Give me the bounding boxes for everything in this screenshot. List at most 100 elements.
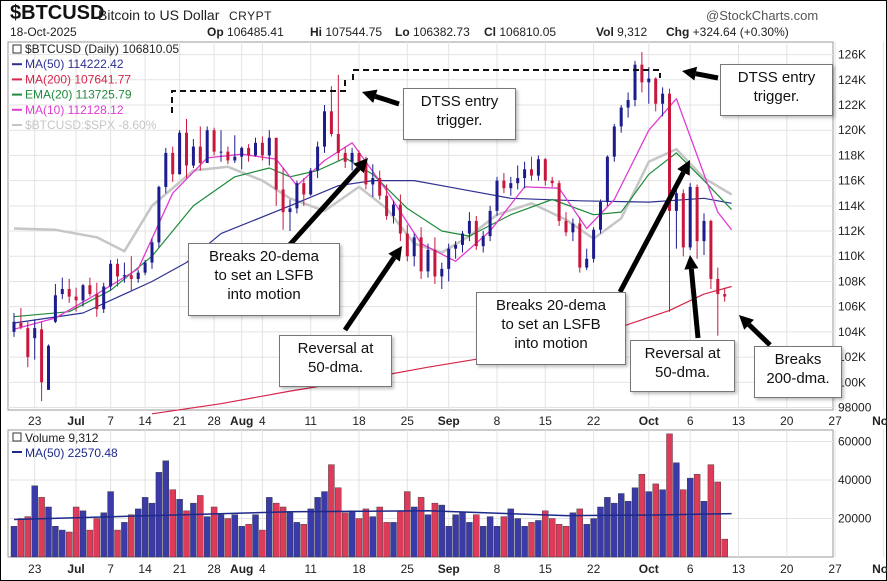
- volume-bar: [65, 531, 73, 558]
- price-candle: [488, 205, 492, 242]
- arrow-head: [353, 158, 368, 174]
- candle-body: [681, 193, 685, 248]
- date-tick-label: 14: [138, 414, 152, 428]
- volume-bar: [231, 514, 239, 558]
- volume-bar: [203, 516, 211, 558]
- price-candle: [447, 243, 451, 282]
- volume-bar: [38, 497, 45, 558]
- date-tick-label: 25: [401, 414, 415, 428]
- price-candle: [378, 170, 382, 200]
- candle-body: [523, 169, 527, 179]
- date-tick-label: 11: [304, 414, 317, 428]
- arrow-shaft: [617, 171, 686, 294]
- volume-bar: [452, 514, 459, 558]
- annotation-breaks-200dma: Breaks 200-dma.: [754, 346, 842, 398]
- price-candle: [316, 141, 320, 179]
- volume-bar: [583, 524, 590, 558]
- candle-body: [461, 233, 464, 245]
- price-candle: [426, 243, 430, 278]
- candle-body: [633, 64, 637, 100]
- volume-bar: [134, 508, 142, 558]
- candle-body: [433, 249, 437, 277]
- price-candle: [260, 136, 264, 161]
- price-candle: [585, 248, 589, 271]
- price-tick-label: 114K: [838, 199, 865, 213]
- volume-bar: [24, 516, 31, 558]
- volume-bar: [252, 514, 259, 558]
- volume-bar: [493, 526, 501, 558]
- stat-change: Chg +324.64 (+0.30%): [666, 25, 789, 39]
- candle-body: [543, 159, 547, 181]
- price-candle: [226, 146, 230, 165]
- candle-body: [102, 286, 106, 310]
- volume-bar: [59, 529, 66, 558]
- price-candle: [536, 155, 540, 181]
- date-tick-label: 21: [173, 414, 187, 428]
- volume-bar: [714, 481, 721, 558]
- volume-bar: [314, 497, 321, 558]
- price-candle: [116, 258, 119, 287]
- arrow-breaks-20dema-2: [617, 160, 690, 294]
- price-candle: [592, 227, 596, 263]
- volume-bar: [348, 510, 356, 558]
- date-tick-label: 25: [401, 562, 415, 576]
- stat-high: Hi 107544.75: [310, 25, 383, 39]
- volume-bar: [535, 520, 542, 558]
- volume-bar: [480, 526, 487, 558]
- price-candle: [578, 217, 582, 273]
- price-candle: [605, 155, 609, 206]
- annotation-breaks-20dema-1: Breaks 20-dema to set an LSFB into motio…: [188, 243, 340, 316]
- candle-body: [316, 146, 320, 171]
- brand-watermark[interactable]: @StockCharts.com: [706, 8, 819, 23]
- date-tick-label: Nov: [872, 562, 887, 576]
- price-candle: [495, 176, 499, 216]
- date-tick-label: 4: [259, 562, 266, 576]
- volume-bar: [597, 506, 604, 558]
- date-tick-label: 23: [28, 562, 42, 576]
- price-tick-label: 122K: [838, 98, 866, 112]
- price-candle: [516, 165, 520, 190]
- candle-body: [288, 208, 292, 213]
- price-candle: [219, 130, 223, 162]
- candle-body: [661, 93, 665, 104]
- arrow-shaft: [374, 93, 400, 107]
- price-candle: [702, 213, 706, 255]
- candle-body: [516, 178, 520, 184]
- candle-body: [116, 263, 119, 277]
- date-tick-label: 18: [352, 414, 366, 428]
- candle-body: [191, 146, 195, 166]
- volume-bar: [300, 524, 307, 558]
- date-tick-label: 4: [259, 414, 266, 428]
- volume-bar: [562, 526, 570, 558]
- volume-bar: [72, 506, 80, 558]
- price-tick-label: 126K: [838, 48, 866, 62]
- candle-body: [536, 159, 540, 176]
- candle-body: [212, 130, 216, 152]
- ma10-line: [13, 98, 733, 330]
- price-candle: [467, 212, 471, 242]
- price-candle: [350, 147, 354, 171]
- annotation-breaks-20dema-2: Breaks 20-dema to set an LSFB into motio…: [476, 292, 626, 365]
- candle-body: [185, 132, 188, 166]
- candle-body: [88, 285, 92, 295]
- price-candle: [122, 262, 126, 283]
- dtss-guide-2: [352, 69, 661, 80]
- price-candle: [74, 287, 78, 312]
- price-candle: [178, 130, 182, 175]
- candle-body: [260, 142, 264, 156]
- candle-body: [254, 142, 257, 156]
- volume-bar: [707, 464, 715, 558]
- price-tick-label: 124K: [838, 73, 866, 87]
- price-candle: [198, 126, 202, 171]
- date-tick-label: 15: [539, 414, 553, 428]
- date-tick-label: Oct: [639, 562, 659, 576]
- candle-body: [723, 294, 727, 297]
- volume-bar: [238, 526, 245, 558]
- candle-body: [267, 137, 271, 156]
- stat-close: Cl 106810.05: [484, 25, 557, 39]
- volume-bar: [604, 497, 611, 558]
- volume-bar: [659, 489, 666, 558]
- price-candle: [398, 194, 402, 242]
- price-candle: [309, 168, 313, 196]
